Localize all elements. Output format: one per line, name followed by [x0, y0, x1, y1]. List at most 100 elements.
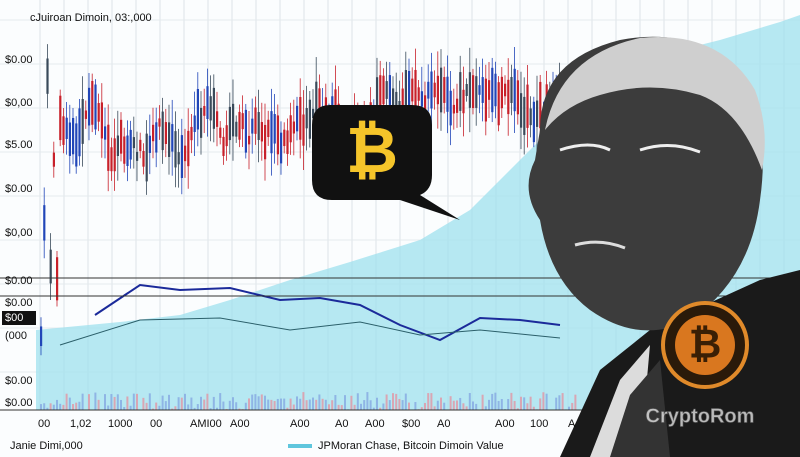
decor-volume [180, 397, 183, 410]
y-label: $0.00 [5, 275, 33, 287]
decor-candle [382, 75, 385, 105]
decor-candle [43, 205, 46, 241]
decor-volume [379, 407, 382, 410]
decor-candle [251, 118, 254, 134]
decor-volume [75, 402, 78, 410]
decor-volume [94, 392, 97, 410]
decor-volume [334, 395, 337, 410]
decor-volume [171, 408, 174, 410]
decor-volume [465, 406, 468, 410]
decor-volume [526, 403, 529, 410]
moving-average-2 [59, 317, 561, 346]
decor-candle [302, 114, 305, 146]
chart-title: cJuiroan Dimoin, 03:,000 [30, 12, 152, 24]
decor-volume [331, 400, 334, 410]
x-label: 1,02 [70, 418, 91, 430]
decor-volume [398, 398, 401, 410]
decor-volume [494, 392, 497, 410]
decor-candle [177, 152, 180, 165]
decor-volume [571, 402, 574, 410]
decor-candle [232, 103, 235, 137]
decor-volume [216, 407, 218, 410]
decor-candle [40, 326, 43, 347]
decor-candle [388, 75, 391, 105]
decor-volume [440, 397, 442, 410]
decor-candle [472, 75, 475, 109]
decor-candle [456, 98, 459, 113]
decor-candle [481, 77, 484, 103]
decor-candle [404, 70, 407, 117]
decor-candle [424, 95, 427, 115]
decor-candle [443, 77, 446, 103]
decor-volume [142, 397, 145, 410]
decor-candle [497, 82, 500, 126]
decor-candle [523, 96, 526, 135]
decor-volume [161, 395, 164, 410]
speech-bubble: ₿ [312, 105, 460, 220]
decor-volume [443, 402, 446, 410]
decor-volume [107, 405, 110, 410]
decor-candle [452, 104, 455, 114]
x-labels: 00 1,02 1000 00 AMI00 A00 A00 A0 A00 $00 A0 A00 100 A [38, 418, 576, 430]
decor-volume [68, 397, 71, 410]
decor-volume [248, 398, 250, 410]
decor-volume [308, 399, 311, 410]
decor-candle [478, 85, 481, 95]
decor-candle [536, 100, 539, 127]
decor-volume [376, 397, 378, 410]
decor-volume [148, 393, 151, 410]
decor-candle [148, 135, 151, 153]
hair [545, 37, 765, 170]
decor-volume [433, 406, 436, 410]
y-label: $0.00 [5, 297, 33, 309]
decor-candle [539, 81, 542, 129]
decor-volume [369, 400, 372, 410]
decor-candle [408, 70, 411, 110]
decor-candle [430, 71, 433, 109]
decor-candle [459, 72, 462, 111]
legend-label: JPMoran Chase, Bitcoin Dimoin Value [318, 440, 504, 452]
decor-candle [267, 119, 270, 138]
decor-volume [251, 394, 254, 410]
decor-candle [315, 81, 318, 118]
decor-candle [484, 78, 487, 122]
decor-volume [292, 404, 295, 410]
decor-candle [180, 135, 183, 178]
x-label: $00 [402, 418, 420, 430]
decor-volume [59, 403, 62, 410]
decor-candle [241, 113, 244, 130]
decor-volume [129, 405, 132, 410]
decor-volume [187, 404, 190, 410]
decor-candle [500, 76, 503, 109]
decor-candle [280, 132, 283, 164]
decor-candle [292, 121, 295, 134]
decor-volume [574, 394, 577, 410]
decor-candle [427, 81, 430, 99]
decor-volume [228, 400, 231, 410]
decor-volume [513, 400, 516, 410]
decor-candle [94, 84, 97, 130]
decor-volume [260, 394, 263, 410]
y-label: $0.00 [5, 183, 33, 195]
decor-candle [75, 123, 78, 167]
decor-volume [152, 408, 154, 410]
decor-candle [238, 111, 241, 140]
decor-volume [510, 392, 513, 410]
x-label: 00 [38, 418, 50, 430]
decor-volume [568, 406, 570, 410]
decor-candle [190, 126, 193, 141]
decor-volume [532, 406, 535, 410]
decor-volume [558, 395, 561, 410]
decor-volume [190, 397, 193, 410]
decor-candle [289, 115, 292, 143]
decor-volume [302, 392, 305, 410]
decor-candle [225, 125, 228, 147]
decor-volume [219, 393, 222, 410]
decor-volume [363, 400, 366, 410]
decor-candle [376, 77, 379, 122]
decor-volume [516, 408, 519, 410]
decor-candle [286, 130, 289, 154]
decor-candle [414, 69, 417, 111]
bubble-symbol: ₿ [346, 114, 398, 186]
